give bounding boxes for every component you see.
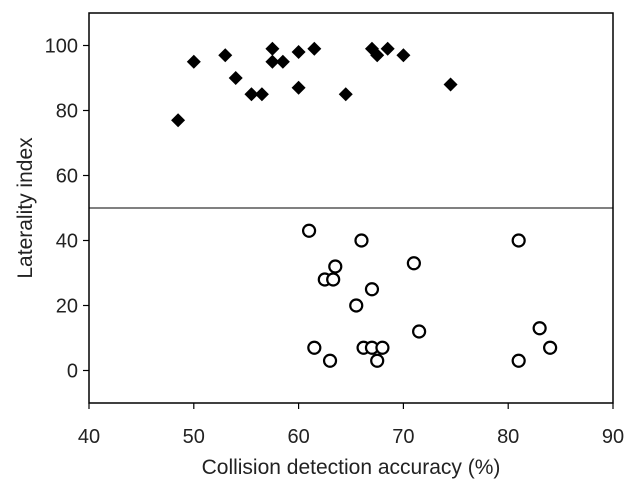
diamond-point: [171, 113, 186, 128]
x-tick-label: 70: [392, 426, 414, 448]
y-tick-label: 80: [56, 101, 78, 123]
circle-point: [307, 340, 322, 355]
diamond-point: [370, 48, 385, 63]
circle-point: [328, 259, 343, 274]
diamond-point: [254, 87, 269, 102]
circle-point: [354, 233, 369, 248]
y-tick-label: 20: [56, 296, 78, 318]
x-tick-label: 40: [78, 426, 100, 448]
diamond-point: [291, 45, 306, 59]
diamond-point: [443, 77, 458, 92]
diamond-point: [265, 41, 280, 56]
circle-point: [532, 321, 547, 336]
circle-point: [349, 298, 364, 313]
x-tick-label: 60: [287, 426, 309, 448]
diamond-point: [291, 80, 306, 95]
circle-point: [370, 353, 385, 368]
diamond-point: [338, 87, 353, 102]
x-axis-title: Collision detection accuracy (%): [202, 456, 501, 479]
diamond-point: [396, 48, 411, 63]
circle-point: [406, 256, 421, 271]
x-tick-label: 80: [497, 426, 519, 448]
y-tick-label: 40: [56, 231, 78, 253]
diamond-point: [228, 71, 243, 85]
diamond-point: [244, 87, 259, 102]
circle-point: [511, 233, 526, 248]
circle-point: [511, 353, 526, 368]
circle-point: [322, 353, 338, 368]
y-tick-label: 0: [67, 361, 78, 383]
axis-ticks: 40 50 60 70 80 90 0 20 40 60 80 100: [45, 36, 625, 449]
x-tick-label: 50: [183, 426, 205, 448]
diamond-point: [380, 41, 395, 56]
y-tick-label: 100: [45, 36, 78, 58]
circle-point: [364, 282, 380, 297]
circle-point: [326, 272, 341, 287]
y-axis-title: Laterality index: [14, 137, 37, 279]
circle-point: [543, 340, 558, 355]
circle-point: [375, 340, 390, 355]
x-tick-label: 90: [602, 426, 624, 448]
diamond-point: [307, 41, 322, 56]
diamond-point: [218, 48, 233, 63]
diamond-point: [265, 54, 280, 69]
diamond-point: [275, 54, 290, 69]
circle-point: [301, 223, 317, 238]
diamond-point: [186, 54, 201, 69]
y-tick-label: 60: [56, 166, 78, 188]
data-points: [171, 41, 558, 368]
circle-point: [412, 324, 427, 339]
